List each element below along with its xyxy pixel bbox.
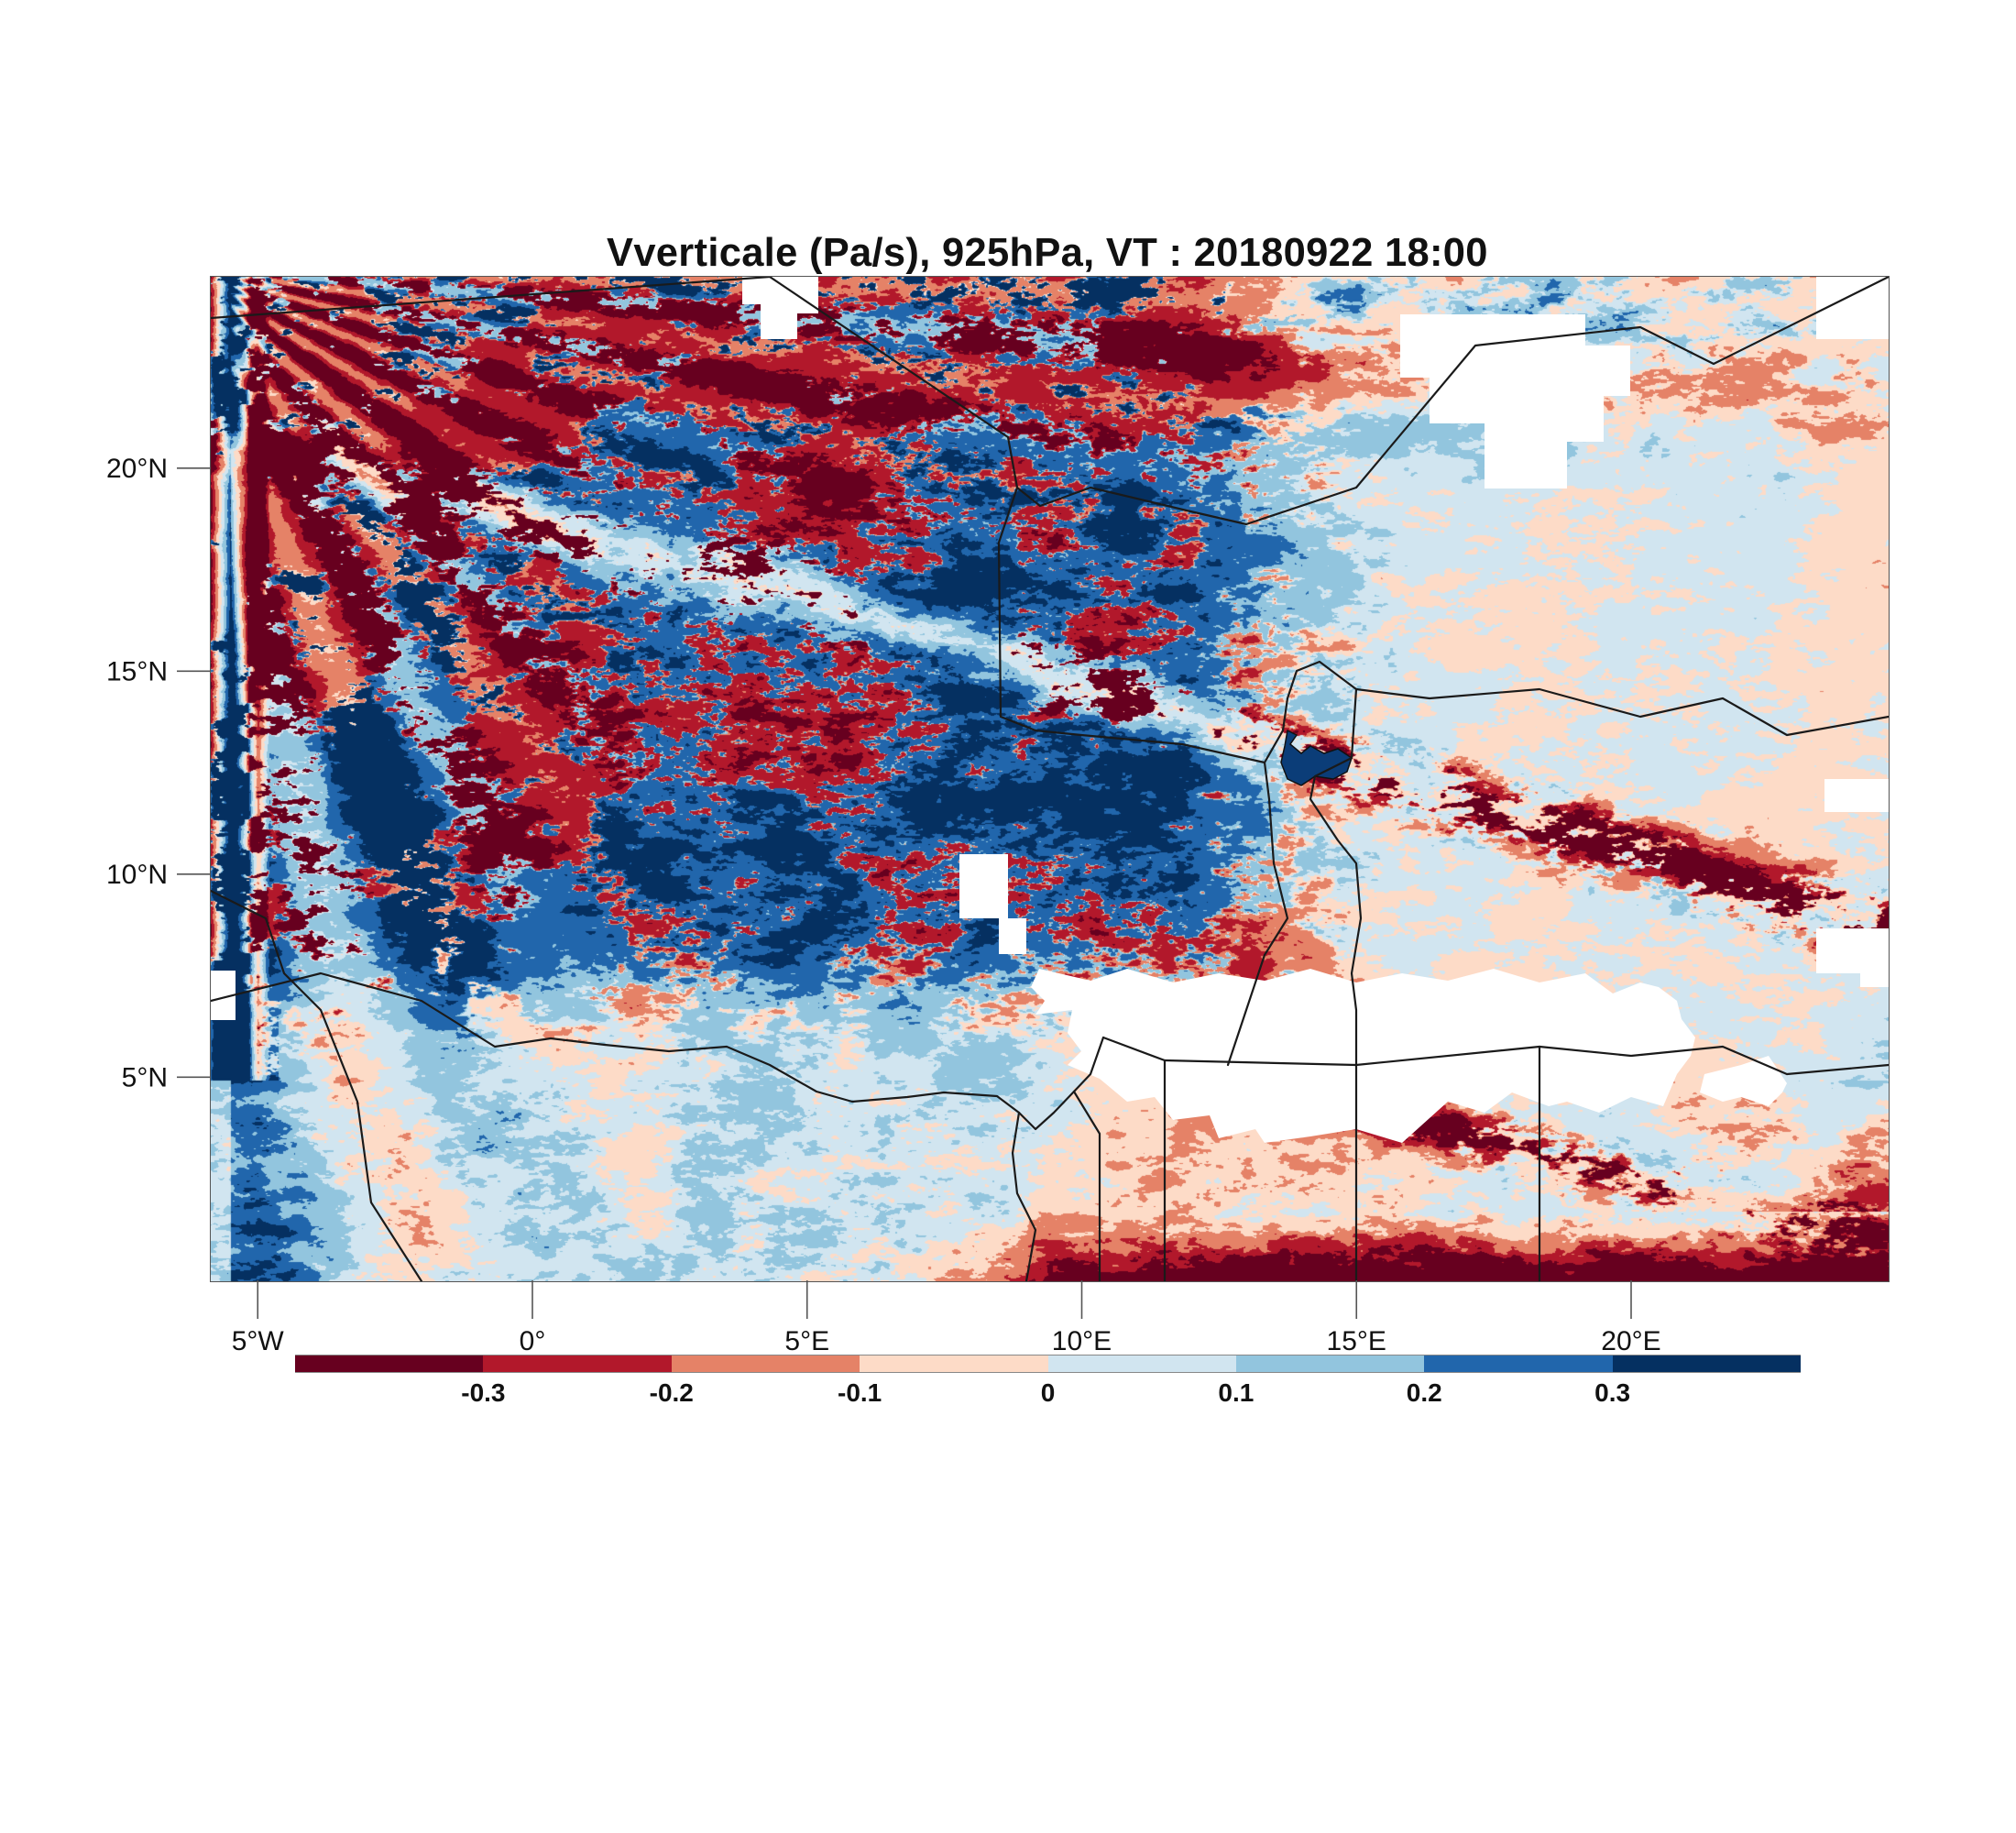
svg-text:20°N: 20°N: [106, 454, 168, 484]
svg-text:0°: 0°: [520, 1326, 546, 1356]
svg-text:15°N: 15°N: [106, 656, 168, 686]
svg-text:20°E: 20°E: [1601, 1326, 1660, 1356]
svg-text:15°E: 15°E: [1327, 1326, 1386, 1356]
svg-text:10°N: 10°N: [106, 860, 168, 890]
svg-text:5°W: 5°W: [232, 1326, 285, 1356]
svg-text:10°E: 10°E: [1052, 1326, 1112, 1356]
svg-text:5°N: 5°N: [122, 1062, 168, 1092]
svg-text:5°E: 5°E: [784, 1326, 829, 1356]
